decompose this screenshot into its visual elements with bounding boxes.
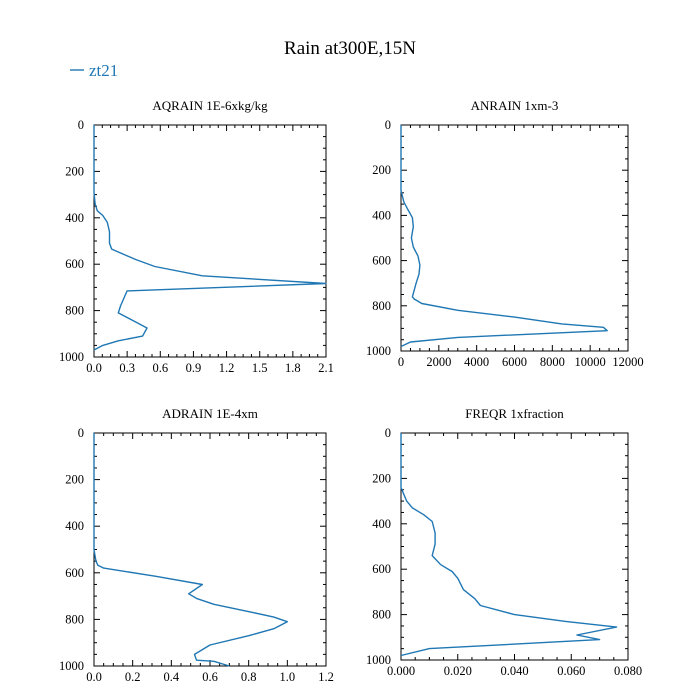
panel-3-ytick-label: 1000 — [366, 653, 391, 667]
panel-1-series-zt21 — [400, 125, 608, 348]
panel-0-ytick-label: 600 — [65, 257, 84, 271]
panel-2-xtick-label: 1.2 — [318, 670, 334, 684]
panel-2-xtick-label: 0.4 — [164, 670, 180, 684]
panel-0-xtick-label: 0.6 — [152, 361, 168, 375]
panel-2-xtick-label: 0.0 — [86, 670, 102, 684]
panel-2-ytick-label: 1000 — [59, 659, 84, 673]
panel-1-ytick-label: 1000 — [366, 344, 391, 358]
panel-2-ytick-label: 0 — [78, 426, 84, 440]
panel-3-ytick-label: 800 — [372, 608, 391, 622]
panel-2-ytick-label: 400 — [65, 519, 84, 533]
panel-0-xtick-label: 2.1 — [318, 361, 334, 375]
panel-2-ytick-label: 600 — [65, 566, 84, 580]
panel-0-xtick-label: 1.8 — [285, 361, 301, 375]
panel-2-xtick-label: 0.2 — [125, 670, 141, 684]
panel-1-ytick-label: 400 — [372, 208, 391, 222]
panel-2-xtick-label: 0.6 — [202, 670, 218, 684]
panel-0-xtick-label: 0.9 — [186, 361, 202, 375]
panel-1-xtick-label: 2000 — [426, 355, 451, 369]
panel-2-xtick-label: 1.0 — [280, 670, 296, 684]
panel-1-xtick-label: 8000 — [540, 355, 565, 369]
panel-0-ytick-label: 0 — [78, 118, 84, 132]
panel-1-ytick-label: 0 — [385, 118, 391, 132]
panel-anrain: ANRAIN 1xm-3 0 2000 4000 6000 8000 10000 12000 0… — [366, 98, 644, 369]
panel-0-ytick-label: 400 — [65, 211, 84, 225]
panel-0-series-zt21 — [93, 125, 327, 351]
panel-3-xtick-label: 0.060 — [557, 664, 585, 678]
panel-1-xtick-label: 4000 — [464, 355, 489, 369]
panel-1-xtick-label: 6000 — [502, 355, 527, 369]
panel-1-xtick-label: 0 — [398, 355, 404, 369]
panel-1-ytick-label: 800 — [372, 299, 391, 313]
panel-2-frame — [93, 432, 327, 667]
panel-freqr: FREQR 1xfraction 0.000 0.020 0.040 0.060 0.08… — [366, 406, 642, 678]
panel-0-ytick-label: 1000 — [59, 350, 84, 364]
panel-2-ytick-label: 200 — [65, 473, 84, 487]
panel-1-xtick-label: 10000 — [575, 355, 606, 369]
panel-2-series-zt21 — [93, 433, 288, 667]
legend: zt21 — [70, 61, 118, 80]
panel-3-series-zt21 — [400, 433, 618, 657]
panel-2-title: ADRAIN 1E-4xm — [162, 406, 258, 421]
panel-0-xtick-label: 1.5 — [252, 361, 268, 375]
panel-0-frame — [93, 124, 327, 358]
panel-1-title: ANRAIN 1xm-3 — [471, 98, 559, 113]
panel-2-xtick-label: 0.8 — [241, 670, 257, 684]
panel-0-xtick-label: 0.3 — [119, 361, 135, 375]
panel-1-xtick-label: 12000 — [612, 355, 643, 369]
panel-0-title: AQRAIN 1E-6xkg/kg — [152, 98, 268, 113]
panel-3-title: FREQR 1xfraction — [465, 406, 564, 421]
panel-3-xtick-label: 0.000 — [387, 664, 415, 678]
panel-aqrain: AQRAIN 1E-6xkg/kg 0.0 0.3 0.6 0.9 1.2 1.5 1.8 2.… — [59, 98, 334, 375]
panel-0-xtick-label: 1.2 — [219, 361, 235, 375]
panel-2-ytick-label: 800 — [65, 612, 84, 626]
panel-3-ytick-label: 600 — [372, 562, 391, 576]
panel-1-ytick-label: 600 — [372, 254, 391, 268]
panel-3-ytick-label: 200 — [372, 471, 391, 485]
panel-3-ytick-label: 400 — [372, 517, 391, 531]
figure-title: Rain at300E,15N — [284, 38, 416, 59]
panel-0-ytick-label: 200 — [65, 164, 84, 178]
panel-0-ytick-label: 800 — [65, 304, 84, 318]
panel-0-xtick-label: 0.0 — [86, 361, 102, 375]
panel-adrain: ADRAIN 1E-4xm 0.0 0.2 0.4 0.6 0.8 1.0 1.2 0 200 40… — [59, 406, 334, 684]
legend-label-zt21: zt21 — [89, 61, 118, 80]
panel-1-ytick-label: 200 — [372, 163, 391, 177]
panel-3-ytick-label: 0 — [385, 426, 391, 440]
panel-3-xtick-label: 0.020 — [444, 664, 472, 678]
panel-3-xtick-label: 0.080 — [614, 664, 642, 678]
panel-3-xtick-label: 0.040 — [500, 664, 528, 678]
